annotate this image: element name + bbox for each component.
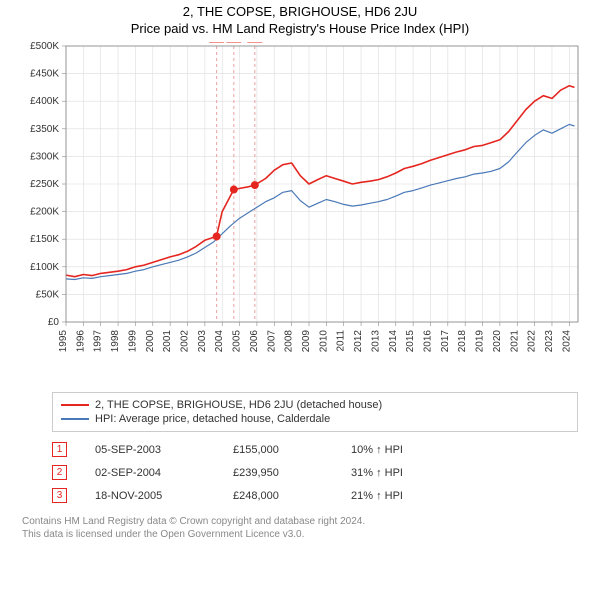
- transaction-price: £239,950: [233, 467, 323, 479]
- transaction-row: 1 05-SEP-2003 £155,000 10% ↑ HPI: [52, 438, 552, 461]
- legend-swatch: [61, 404, 89, 406]
- footnote-line: Contains HM Land Registry data © Crown c…: [22, 515, 578, 528]
- svg-text:£200K: £200K: [30, 207, 59, 218]
- svg-text:2006: 2006: [249, 330, 260, 353]
- transaction-pct: 10% ↑ HPI: [351, 444, 461, 456]
- transaction-table: 1 05-SEP-2003 £155,000 10% ↑ HPI 2 02-SEP-200…: [52, 438, 552, 507]
- svg-text:1995: 1995: [58, 330, 69, 353]
- svg-text:2005: 2005: [232, 330, 243, 353]
- svg-text:2023: 2023: [544, 330, 555, 353]
- legend: 2, THE COPSE, BRIGHOUSE, HD6 2JU (detach…: [52, 392, 578, 432]
- svg-text:2010: 2010: [318, 330, 329, 353]
- svg-text:£100K: £100K: [30, 262, 59, 273]
- svg-text:2016: 2016: [422, 330, 433, 353]
- legend-swatch: [61, 418, 89, 419]
- transaction-date: 05-SEP-2003: [95, 444, 205, 456]
- legend-label: HPI: Average price, detached house, Cald…: [95, 413, 330, 425]
- transaction-row: 3 18-NOV-2005 £248,000 21% ↑ HPI: [52, 484, 552, 507]
- legend-item: HPI: Average price, detached house, Cald…: [61, 412, 569, 426]
- svg-text:£300K: £300K: [30, 151, 59, 162]
- transaction-row: 2 02-SEP-2004 £239,950 31% ↑ HPI: [52, 461, 552, 484]
- svg-text:1996: 1996: [75, 330, 86, 353]
- svg-text:£350K: £350K: [30, 124, 59, 135]
- svg-text:2017: 2017: [440, 330, 451, 353]
- transaction-price: £155,000: [233, 444, 323, 456]
- transaction-marker: 2: [52, 465, 67, 480]
- svg-text:1999: 1999: [127, 330, 138, 353]
- chart-subtitle: Price paid vs. HM Land Registry's House …: [0, 21, 600, 36]
- svg-text:2012: 2012: [353, 330, 364, 353]
- transaction-date: 18-NOV-2005: [95, 490, 205, 502]
- svg-text:2008: 2008: [284, 330, 295, 353]
- svg-text:£450K: £450K: [30, 69, 59, 80]
- svg-text:£50K: £50K: [36, 289, 60, 300]
- svg-text:2019: 2019: [475, 330, 486, 353]
- legend-label: 2, THE COPSE, BRIGHOUSE, HD6 2JU (detach…: [95, 399, 382, 411]
- svg-text:2002: 2002: [179, 330, 190, 353]
- price-chart: £0 £50K £100K £150K £200K £250K £300K £350K £400…: [18, 42, 588, 382]
- svg-text:£0: £0: [48, 317, 60, 328]
- chart-area: £0 £50K £100K £150K £200K £250K £300K £350K £400…: [18, 42, 588, 382]
- svg-text:2022: 2022: [527, 330, 538, 353]
- svg-text:2000: 2000: [145, 330, 156, 353]
- svg-text:2015: 2015: [405, 330, 416, 353]
- svg-text:2024: 2024: [561, 330, 572, 353]
- svg-text:2003: 2003: [197, 330, 208, 353]
- svg-text:£400K: £400K: [30, 96, 59, 107]
- svg-text:2018: 2018: [457, 330, 468, 353]
- svg-text:2014: 2014: [388, 330, 399, 353]
- transaction-price: £248,000: [233, 490, 323, 502]
- chart-title: 2, THE COPSE, BRIGHOUSE, HD6 2JU: [0, 4, 600, 19]
- svg-text:2013: 2013: [370, 330, 381, 353]
- legend-item: 2, THE COPSE, BRIGHOUSE, HD6 2JU (detach…: [61, 398, 569, 412]
- footnote-line: This data is licensed under the Open Gov…: [22, 528, 578, 541]
- svg-text:2007: 2007: [266, 330, 277, 353]
- svg-text:2020: 2020: [492, 330, 503, 353]
- card: 2, THE COPSE, BRIGHOUSE, HD6 2JU Price p…: [0, 4, 600, 594]
- svg-text:2011: 2011: [336, 330, 347, 352]
- transaction-date: 02-SEP-2004: [95, 467, 205, 479]
- svg-text:1997: 1997: [93, 330, 104, 353]
- svg-text:2001: 2001: [162, 330, 173, 353]
- svg-text:£250K: £250K: [30, 179, 59, 190]
- transaction-marker: 1: [52, 442, 67, 457]
- svg-text:£500K: £500K: [30, 42, 59, 52]
- transaction-pct: 31% ↑ HPI: [351, 467, 461, 479]
- svg-text:2021: 2021: [509, 330, 520, 353]
- svg-text:2009: 2009: [301, 330, 312, 353]
- svg-text:£150K: £150K: [30, 234, 59, 245]
- svg-text:2004: 2004: [214, 330, 225, 353]
- transaction-pct: 21% ↑ HPI: [351, 490, 461, 502]
- svg-text:1998: 1998: [110, 330, 121, 353]
- transaction-marker: 3: [52, 488, 67, 503]
- footnote: Contains HM Land Registry data © Crown c…: [22, 515, 578, 541]
